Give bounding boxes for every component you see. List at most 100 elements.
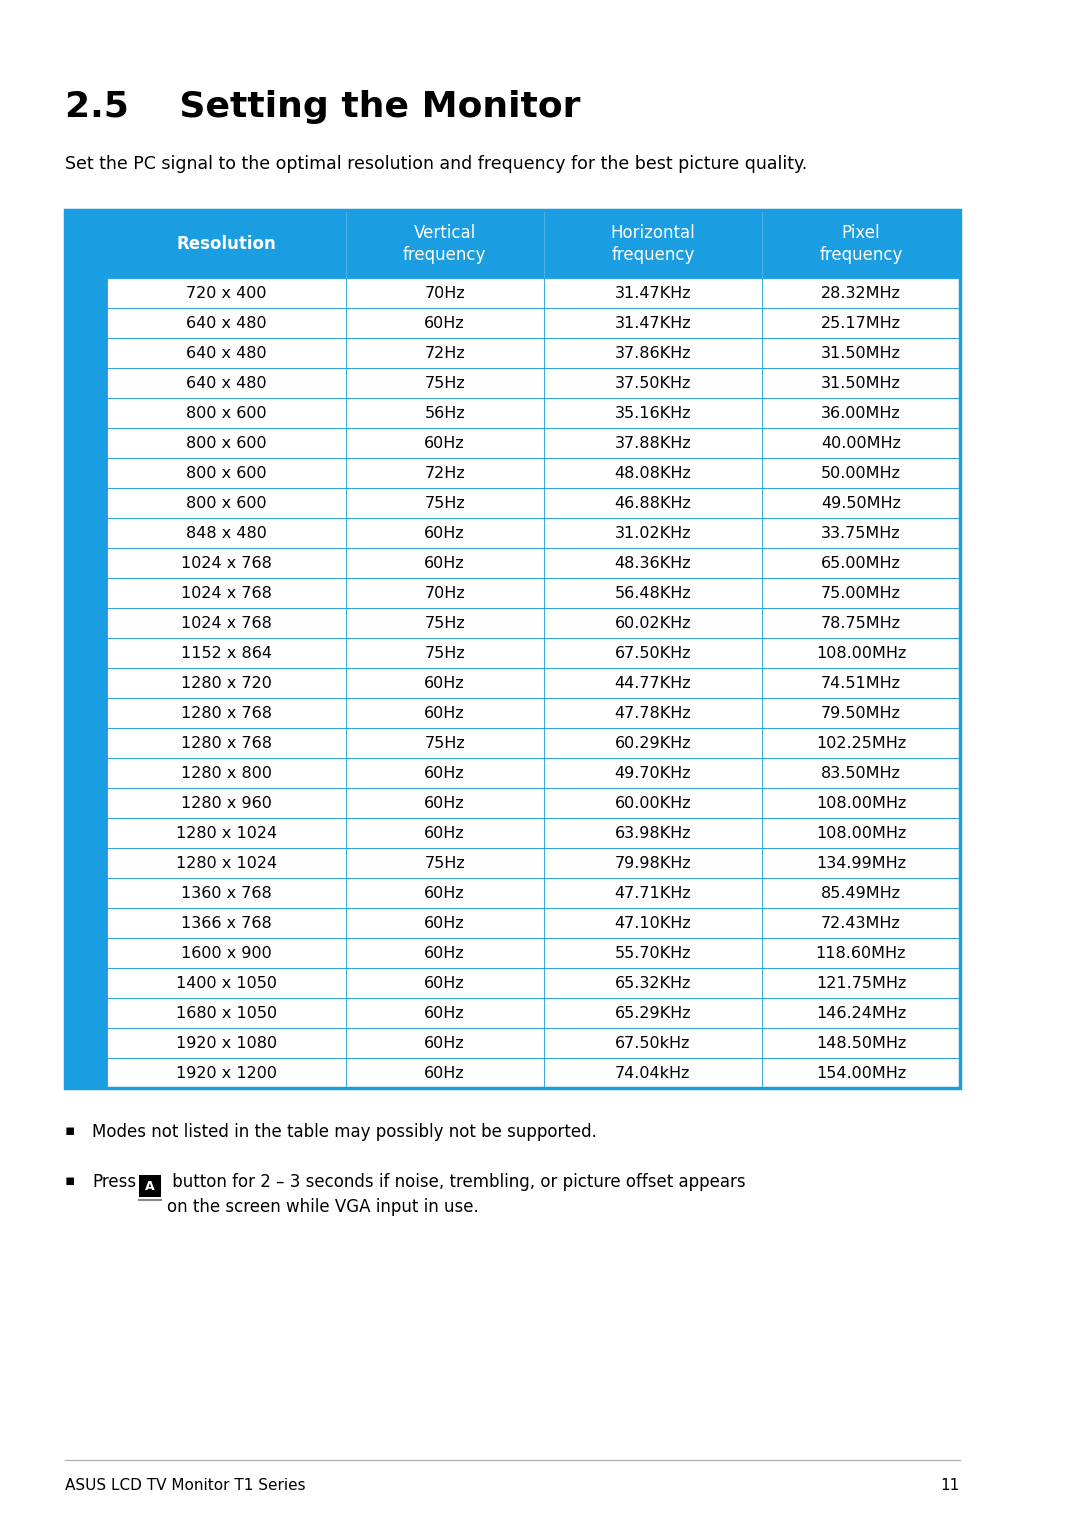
Text: 72.43MHz: 72.43MHz (821, 916, 901, 930)
Bar (107, 548, 960, 579)
Text: 134.99MHz: 134.99MHz (815, 855, 906, 870)
Text: 60Hz: 60Hz (424, 1035, 465, 1051)
Text: ▪: ▪ (65, 1173, 76, 1188)
Text: 60Hz: 60Hz (424, 435, 465, 450)
Text: 48.08KHz: 48.08KHz (615, 466, 691, 481)
Bar (107, 638, 960, 667)
Bar (107, 489, 960, 518)
Text: 79.50MHz: 79.50MHz (821, 705, 901, 721)
Text: 63.98KHz: 63.98KHz (615, 826, 691, 840)
Text: 108.00MHz: 108.00MHz (815, 646, 906, 661)
Bar (107, 667, 960, 698)
Text: 1280 x 960: 1280 x 960 (180, 796, 272, 811)
Bar (107, 1028, 960, 1058)
Text: 31.50MHz: 31.50MHz (821, 376, 901, 391)
Text: 78.75MHz: 78.75MHz (821, 615, 901, 631)
Bar (107, 579, 960, 608)
Text: 65.29KHz: 65.29KHz (615, 1005, 691, 1020)
Text: 67.50KHz: 67.50KHz (615, 646, 691, 661)
Text: 60Hz: 60Hz (424, 316, 465, 330)
Text: 72Hz: 72Hz (424, 345, 465, 360)
Text: 83.50MHz: 83.50MHz (821, 765, 901, 780)
Text: 720 x 400: 720 x 400 (186, 286, 267, 301)
Text: 11: 11 (941, 1478, 960, 1493)
Text: 31.47KHz: 31.47KHz (615, 316, 691, 330)
Text: 47.71KHz: 47.71KHz (615, 886, 691, 901)
Text: 1280 x 768: 1280 x 768 (180, 736, 272, 750)
Text: 1600 x 900: 1600 x 900 (181, 945, 272, 960)
Text: 60Hz: 60Hz (424, 675, 465, 690)
Text: 74.04kHz: 74.04kHz (616, 1066, 690, 1081)
Text: 60.00KHz: 60.00KHz (615, 796, 691, 811)
Bar (107, 938, 960, 968)
Text: 154.00MHz: 154.00MHz (815, 1066, 906, 1081)
Text: ASUS LCD TV Monitor T1 Series: ASUS LCD TV Monitor T1 Series (65, 1478, 306, 1493)
Text: 640 x 480: 640 x 480 (186, 345, 267, 360)
Text: 1280 x 720: 1280 x 720 (180, 675, 272, 690)
Text: 37.50KHz: 37.50KHz (615, 376, 691, 391)
Text: 65.00MHz: 65.00MHz (821, 556, 901, 571)
Text: 40.00MHz: 40.00MHz (821, 435, 901, 450)
Text: 28.32MHz: 28.32MHz (821, 286, 901, 301)
Text: 800 x 600: 800 x 600 (186, 495, 267, 510)
Text: 148.50MHz: 148.50MHz (815, 1035, 906, 1051)
Bar (107, 698, 960, 728)
Text: 146.24MHz: 146.24MHz (815, 1005, 906, 1020)
Bar (107, 968, 960, 999)
Text: 70Hz: 70Hz (424, 585, 465, 600)
Text: 1280 x 800: 1280 x 800 (180, 765, 272, 780)
Text: 60Hz: 60Hz (424, 945, 465, 960)
Bar (107, 757, 960, 788)
Text: 1024 x 768: 1024 x 768 (180, 556, 272, 571)
Text: 60Hz: 60Hz (424, 796, 465, 811)
Bar (107, 1058, 960, 1089)
Bar (107, 728, 960, 757)
Text: 33.75MHz: 33.75MHz (821, 525, 901, 541)
Text: 79.98KHz: 79.98KHz (615, 855, 691, 870)
Bar (107, 818, 960, 847)
Text: 44.77KHz: 44.77KHz (615, 675, 691, 690)
Text: 1280 x 1024: 1280 x 1024 (176, 826, 276, 840)
Text: 640 x 480: 640 x 480 (186, 376, 267, 391)
Text: 60Hz: 60Hz (424, 765, 465, 780)
Text: 75Hz: 75Hz (424, 495, 465, 510)
Text: 1024 x 768: 1024 x 768 (180, 585, 272, 600)
Text: 800 x 600: 800 x 600 (186, 435, 267, 450)
Bar (107, 278, 960, 308)
Text: 1024 x 768: 1024 x 768 (180, 615, 272, 631)
Text: 55.70KHz: 55.70KHz (615, 945, 691, 960)
Bar (107, 308, 960, 337)
Text: 31.02KHz: 31.02KHz (615, 525, 691, 541)
Bar (107, 847, 960, 878)
Text: 48.36KHz: 48.36KHz (615, 556, 691, 571)
Text: 848 x 480: 848 x 480 (186, 525, 267, 541)
Text: ▪: ▪ (65, 1122, 76, 1138)
Text: 36.00MHz: 36.00MHz (821, 406, 901, 420)
Text: 2.5    Setting the Monitor: 2.5 Setting the Monitor (65, 90, 581, 124)
Bar (65, 211, 960, 1089)
Text: 60.29KHz: 60.29KHz (615, 736, 691, 750)
Text: 800 x 600: 800 x 600 (186, 406, 267, 420)
Text: 60Hz: 60Hz (424, 556, 465, 571)
Text: 56Hz: 56Hz (424, 406, 465, 420)
Text: 60Hz: 60Hz (424, 916, 465, 930)
Text: 108.00MHz: 108.00MHz (815, 796, 906, 811)
Text: 49.70KHz: 49.70KHz (615, 765, 691, 780)
Text: Set the PC signal to the optimal resolution and frequency for the best picture q: Set the PC signal to the optimal resolut… (65, 156, 807, 173)
Text: 108.00MHz: 108.00MHz (815, 826, 906, 840)
Text: 72Hz: 72Hz (424, 466, 465, 481)
Bar (139, 1174, 161, 1197)
Text: 70Hz: 70Hz (424, 286, 465, 301)
Bar (107, 399, 960, 428)
Text: 35.16KHz: 35.16KHz (615, 406, 691, 420)
Text: 85.49MHz: 85.49MHz (821, 886, 901, 901)
Bar (107, 878, 960, 909)
Text: 47.10KHz: 47.10KHz (615, 916, 691, 930)
Text: Pixel
frequency: Pixel frequency (820, 224, 903, 264)
Text: 37.86KHz: 37.86KHz (615, 345, 691, 360)
Text: 1280 x 1024: 1280 x 1024 (176, 855, 276, 870)
Text: 31.50MHz: 31.50MHz (821, 345, 901, 360)
Text: 75Hz: 75Hz (424, 646, 465, 661)
Text: 75Hz: 75Hz (424, 615, 465, 631)
Text: 37.88KHz: 37.88KHz (615, 435, 691, 450)
